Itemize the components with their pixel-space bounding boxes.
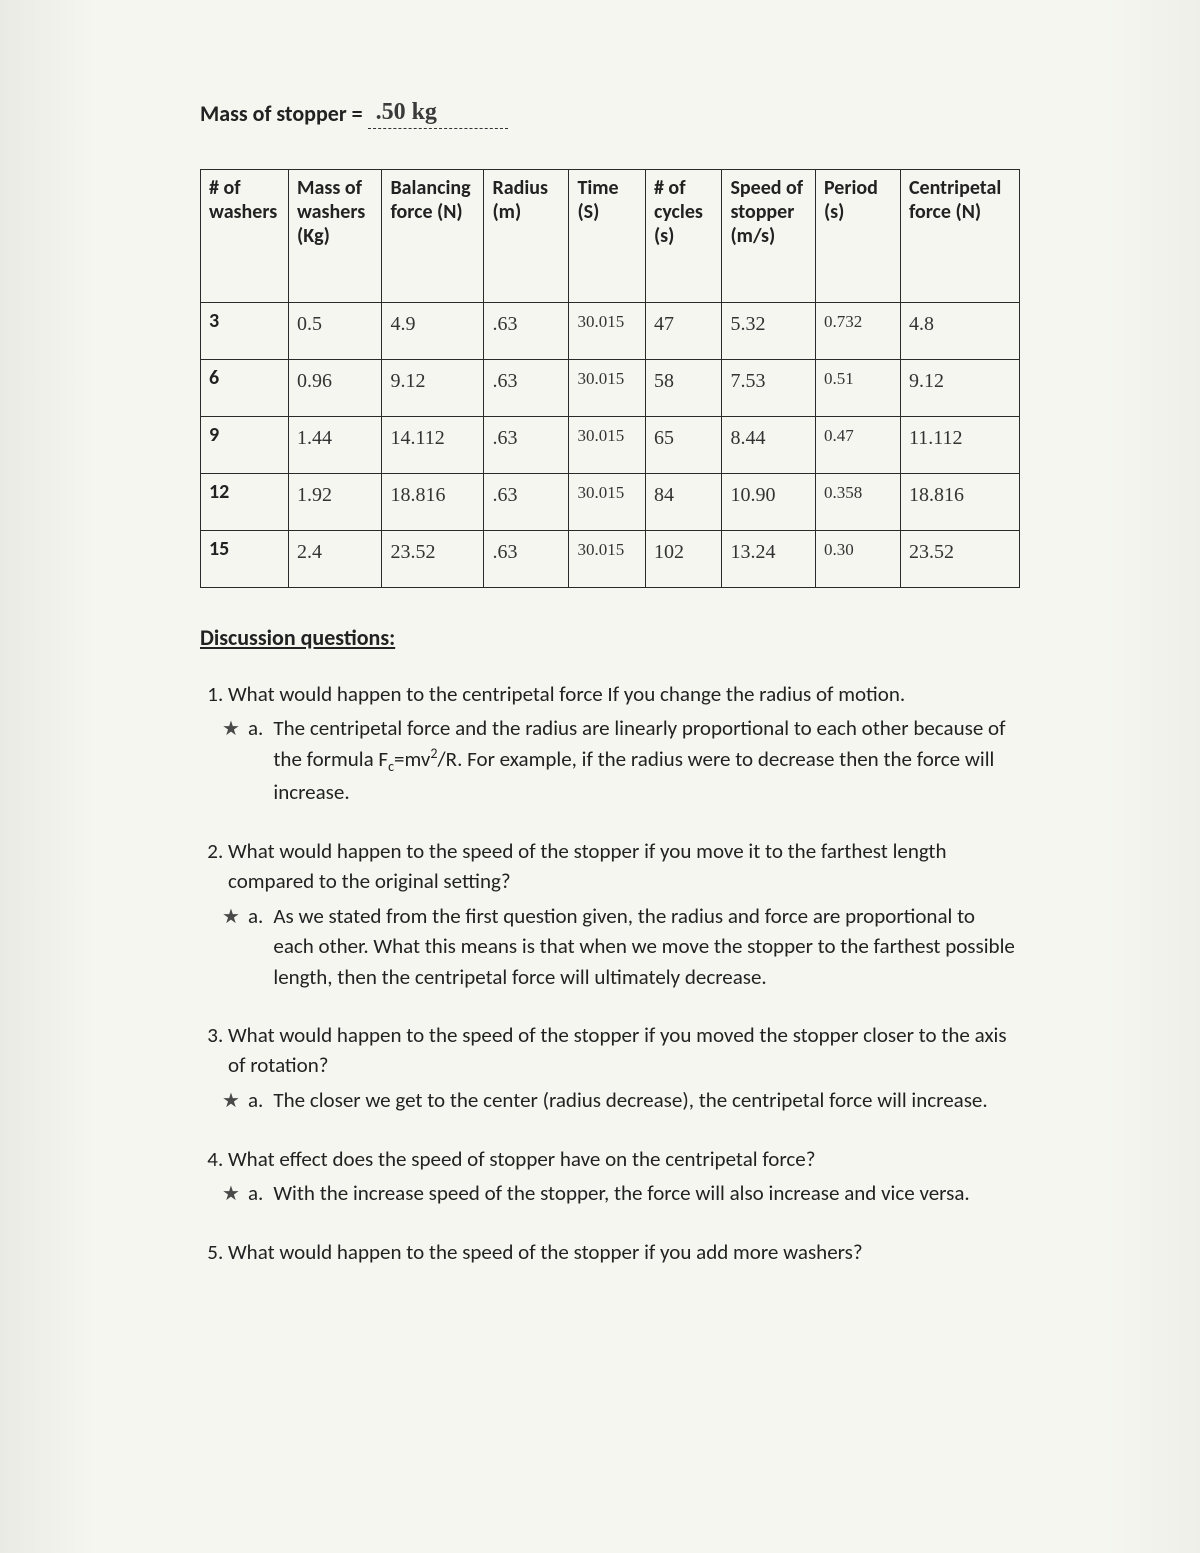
- col-header-force: Balancing force (N): [382, 170, 484, 303]
- question-text: What would happen to the speed of the st…: [228, 1022, 1007, 1078]
- cell-value: 1.44: [297, 423, 332, 450]
- table-row: 9 1.44 14.112 .63 30.015 65 8.44 0.47 11…: [201, 417, 1020, 474]
- worksheet-page: Mass of stopper = .50 kg # of washers Ma…: [0, 0, 1200, 1553]
- cell-value: .63: [492, 480, 517, 507]
- cell-value: 0.732: [824, 312, 862, 331]
- row-label: 9: [209, 423, 219, 447]
- cell-value: 84: [654, 480, 674, 507]
- answer-block: ★ a. As we stated from the first questio…: [220, 901, 1020, 992]
- cell-value: 18.816: [909, 480, 964, 507]
- data-table: # of washers Mass of washers (Kg) Balanc…: [200, 169, 1020, 588]
- cell-value: .63: [492, 309, 517, 336]
- col-header-radius: Radius (m): [484, 170, 569, 303]
- cell-value: 1.92: [297, 480, 332, 507]
- answer-text: The closer we get to the center (radius …: [273, 1085, 1020, 1115]
- table-row: 15 2.4 23.52 .63 30.015 102 13.24 0.30 2…: [201, 531, 1020, 588]
- cell-value: 23.52: [390, 537, 435, 564]
- cell-value: 7.53: [730, 366, 765, 393]
- cell-value: 30.015: [577, 483, 624, 502]
- table-row: 6 0.96 9.12 .63 30.015 58 7.53 0.51 9.12: [201, 360, 1020, 417]
- cell-value: 13.24: [730, 537, 775, 564]
- col-header-time: Time (S): [569, 170, 646, 303]
- star-icon: ★: [220, 715, 242, 744]
- row-label: 6: [209, 366, 219, 390]
- cell-value: 0.96: [297, 366, 332, 393]
- cell-value: 14.112: [390, 423, 444, 450]
- cell-value: 47: [654, 309, 674, 336]
- cell-value: 8.44: [730, 423, 765, 450]
- question-item: What would happen to the speed of the st…: [228, 1020, 1020, 1116]
- col-header-cycles: # of cycles (s): [645, 170, 722, 303]
- question-item: What effect does the speed of stopper ha…: [228, 1144, 1020, 1209]
- cell-value: 23.52: [909, 537, 954, 564]
- cell-value: 2.4: [297, 537, 322, 564]
- cell-value: 58: [654, 366, 674, 393]
- col-header-period: Period (s): [815, 170, 900, 303]
- table-row: 12 1.92 18.816 .63 30.015 84 10.90 0.358…: [201, 474, 1020, 531]
- cell-value: 11.112: [909, 423, 963, 450]
- row-label: 15: [209, 537, 229, 561]
- cell-value: 30.015: [577, 312, 624, 331]
- question-text: What would happen to the speed of the st…: [228, 1239, 863, 1265]
- cell-value: 30.015: [577, 426, 624, 445]
- question-text: What would happen to the centripetal for…: [228, 681, 905, 707]
- discussion-list: What would happen to the centripetal for…: [200, 679, 1020, 1268]
- cell-value: 10.90: [730, 480, 775, 507]
- cell-value: 9.12: [390, 366, 425, 393]
- col-header-centripetal: Centripetal force (N): [900, 170, 1019, 303]
- cell-value: 0.47: [824, 426, 854, 445]
- mass-blank: .50 kg: [368, 100, 508, 129]
- col-header-speed: Speed of stopper (m/s): [722, 170, 815, 303]
- answer-block: ★ a. The closer we get to the center (ra…: [220, 1085, 1020, 1116]
- answer-label: a.: [248, 1085, 263, 1115]
- col-header-mass: Mass of washers (Kg): [288, 170, 381, 303]
- cell-value: 4.9: [390, 309, 415, 336]
- question-text: What effect does the speed of stopper ha…: [228, 1146, 815, 1172]
- answer-label: a.: [248, 901, 263, 931]
- cell-value: 30.015: [577, 369, 624, 388]
- cell-value: 102: [654, 537, 684, 564]
- question-text: What would happen to the speed of the st…: [228, 838, 947, 894]
- mass-of-stopper-line: Mass of stopper = .50 kg: [200, 100, 1020, 129]
- answer-label: a.: [248, 713, 263, 743]
- answer-block: ★ a. With the increase speed of the stop…: [220, 1178, 1020, 1209]
- cell-value: 0.51: [824, 369, 854, 388]
- table-header-row: # of washers Mass of washers (Kg) Balanc…: [201, 170, 1020, 303]
- table-row: 3 0.5 4.9 .63 30.015 47 5.32 0.732 4.8: [201, 303, 1020, 360]
- cell-value: 30.015: [577, 540, 624, 559]
- answer-block: ★ a. The centripetal force and the radiu…: [220, 713, 1020, 807]
- cell-value: 18.816: [390, 480, 445, 507]
- mass-label: Mass of stopper =: [200, 100, 368, 127]
- table-body: 3 0.5 4.9 .63 30.015 47 5.32 0.732 4.8 6…: [201, 303, 1020, 588]
- question-item: What would happen to the centripetal for…: [228, 679, 1020, 808]
- cell-value: 5.32: [730, 309, 765, 336]
- cell-value: 4.8: [909, 309, 934, 336]
- star-icon: ★: [220, 1180, 242, 1209]
- discussion-title: Discussion questions:: [200, 624, 1020, 651]
- mass-value: .50 kg: [368, 99, 437, 125]
- col-header-washers: # of washers: [201, 170, 289, 303]
- star-icon: ★: [220, 903, 242, 932]
- cell-value: .63: [492, 537, 517, 564]
- question-item: What would happen to the speed of the st…: [228, 1237, 1020, 1267]
- answer-text: As we stated from the first question giv…: [273, 901, 1020, 992]
- cell-value: 65: [654, 423, 674, 450]
- answer-label: a.: [248, 1178, 263, 1208]
- cell-value: 9.12: [909, 366, 944, 393]
- cell-value: 0.358: [824, 483, 862, 502]
- answer-text: The centripetal force and the radius are…: [273, 713, 1020, 807]
- row-label: 12: [209, 480, 229, 504]
- cell-value: 0.30: [824, 540, 854, 559]
- cell-value: .63: [492, 366, 517, 393]
- question-item: What would happen to the speed of the st…: [228, 836, 1020, 992]
- cell-value: .63: [492, 423, 517, 450]
- row-label: 3: [209, 309, 219, 333]
- answer-text: With the increase speed of the stopper, …: [273, 1178, 1020, 1208]
- star-icon: ★: [220, 1087, 242, 1116]
- cell-value: 0.5: [297, 309, 322, 336]
